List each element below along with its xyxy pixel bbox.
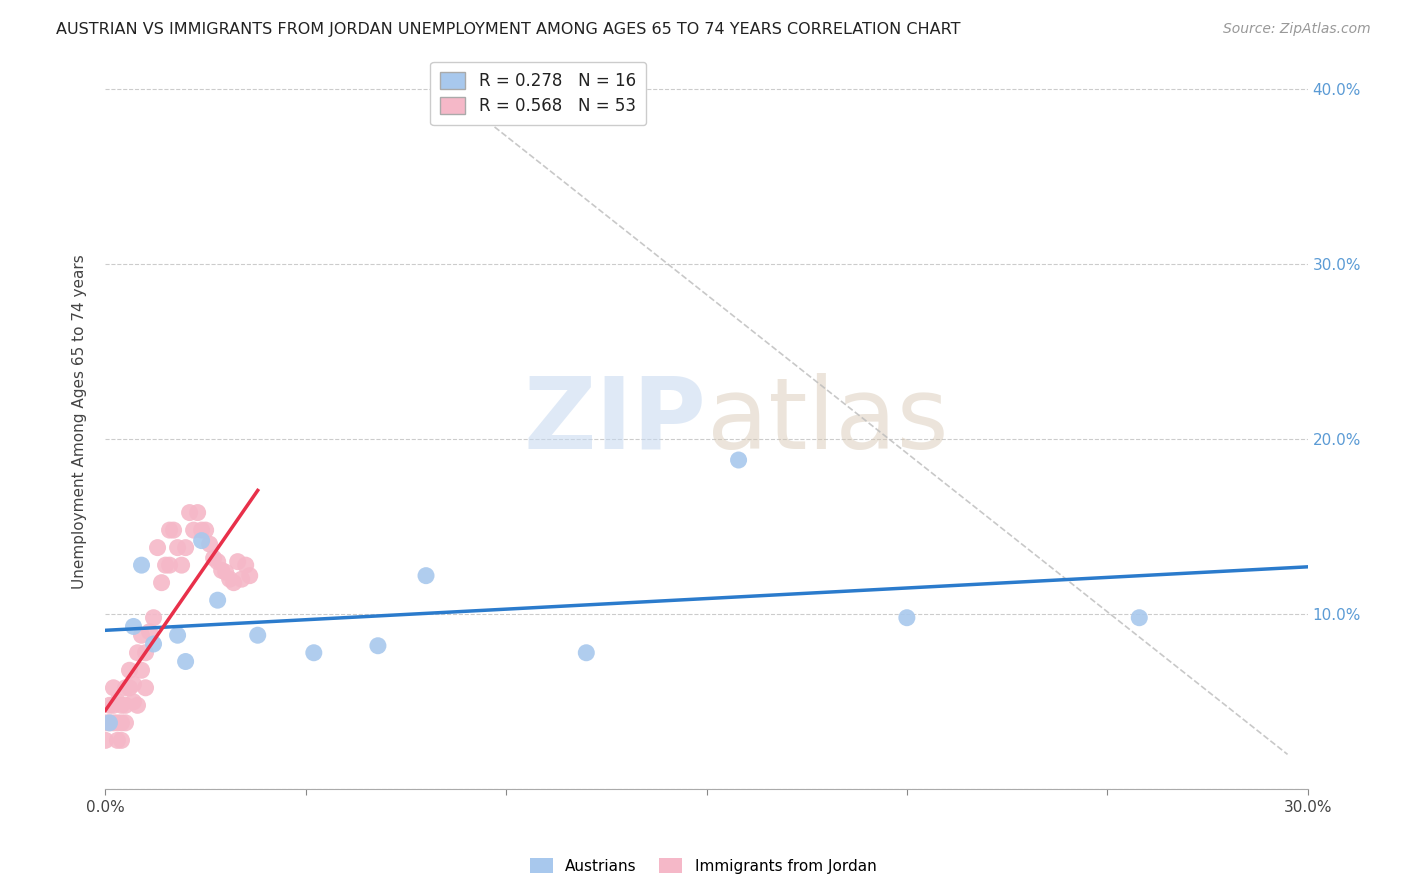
Point [98, 698, 121, 713]
Text: Source: ZipAtlas.com: Source: ZipAtlas.com [1223, 22, 1371, 37]
Point [127, 698, 149, 713]
Point [218, 572, 240, 586]
Point [575, 646, 598, 660]
Point [122, 695, 145, 709]
Point [118, 663, 141, 677]
Point [155, 558, 177, 573]
Point [174, 655, 197, 669]
Legend: Austrians, Immigrants from Jordan: Austrians, Immigrants from Jordan [523, 852, 883, 880]
Point [107, 733, 129, 747]
Point [159, 558, 181, 573]
Point [103, 698, 125, 713]
Point [202, 551, 225, 566]
Point [367, 639, 389, 653]
Point [142, 637, 165, 651]
Point [150, 575, 173, 590]
Point [131, 663, 153, 677]
Point [190, 523, 212, 537]
Point [194, 523, 217, 537]
Point [114, 681, 136, 695]
Point [211, 563, 233, 577]
Point [110, 733, 132, 747]
Point [222, 575, 245, 590]
Point [166, 541, 188, 555]
Point [110, 715, 132, 730]
Point [94, 733, 117, 747]
Point [302, 646, 325, 660]
Point [138, 624, 160, 639]
Point [1128, 611, 1150, 625]
Point [174, 541, 197, 555]
Point [103, 715, 125, 730]
Point [118, 681, 141, 695]
Legend: R = 0.278   N = 16, R = 0.568   N = 53: R = 0.278 N = 16, R = 0.568 N = 53 [430, 62, 645, 125]
Point [231, 572, 253, 586]
Point [94, 715, 117, 730]
Point [207, 555, 229, 569]
Y-axis label: Unemployment Among Ages 65 to 74 years: Unemployment Among Ages 65 to 74 years [72, 254, 87, 589]
Point [107, 695, 129, 709]
Point [110, 698, 132, 713]
Point [170, 558, 193, 573]
Point [122, 619, 145, 633]
Point [127, 646, 149, 660]
Point [235, 558, 257, 573]
Text: AUSTRIAN VS IMMIGRANTS FROM JORDAN UNEMPLOYMENT AMONG AGES 65 TO 74 YEARS CORREL: AUSTRIAN VS IMMIGRANTS FROM JORDAN UNEMP… [56, 22, 960, 37]
Text: ZIP: ZIP [523, 373, 707, 470]
Point [183, 523, 205, 537]
Point [114, 715, 136, 730]
Point [187, 506, 209, 520]
Point [226, 555, 249, 569]
Point [114, 698, 136, 713]
Point [162, 523, 184, 537]
Point [198, 537, 221, 551]
Text: atlas: atlas [707, 373, 948, 470]
Point [122, 677, 145, 691]
Point [107, 715, 129, 730]
Point [727, 453, 749, 467]
Point [135, 646, 157, 660]
Point [131, 628, 153, 642]
Point [239, 568, 262, 582]
Point [103, 681, 125, 695]
Point [135, 681, 157, 695]
Point [159, 523, 181, 537]
Point [190, 533, 212, 548]
Point [246, 628, 269, 642]
Point [146, 541, 169, 555]
Point [896, 611, 918, 625]
Point [98, 715, 121, 730]
Point [207, 593, 229, 607]
Point [98, 715, 121, 730]
Point [131, 558, 153, 573]
Point [142, 611, 165, 625]
Point [415, 568, 437, 582]
Point [179, 506, 201, 520]
Point [214, 565, 236, 579]
Point [166, 628, 188, 642]
